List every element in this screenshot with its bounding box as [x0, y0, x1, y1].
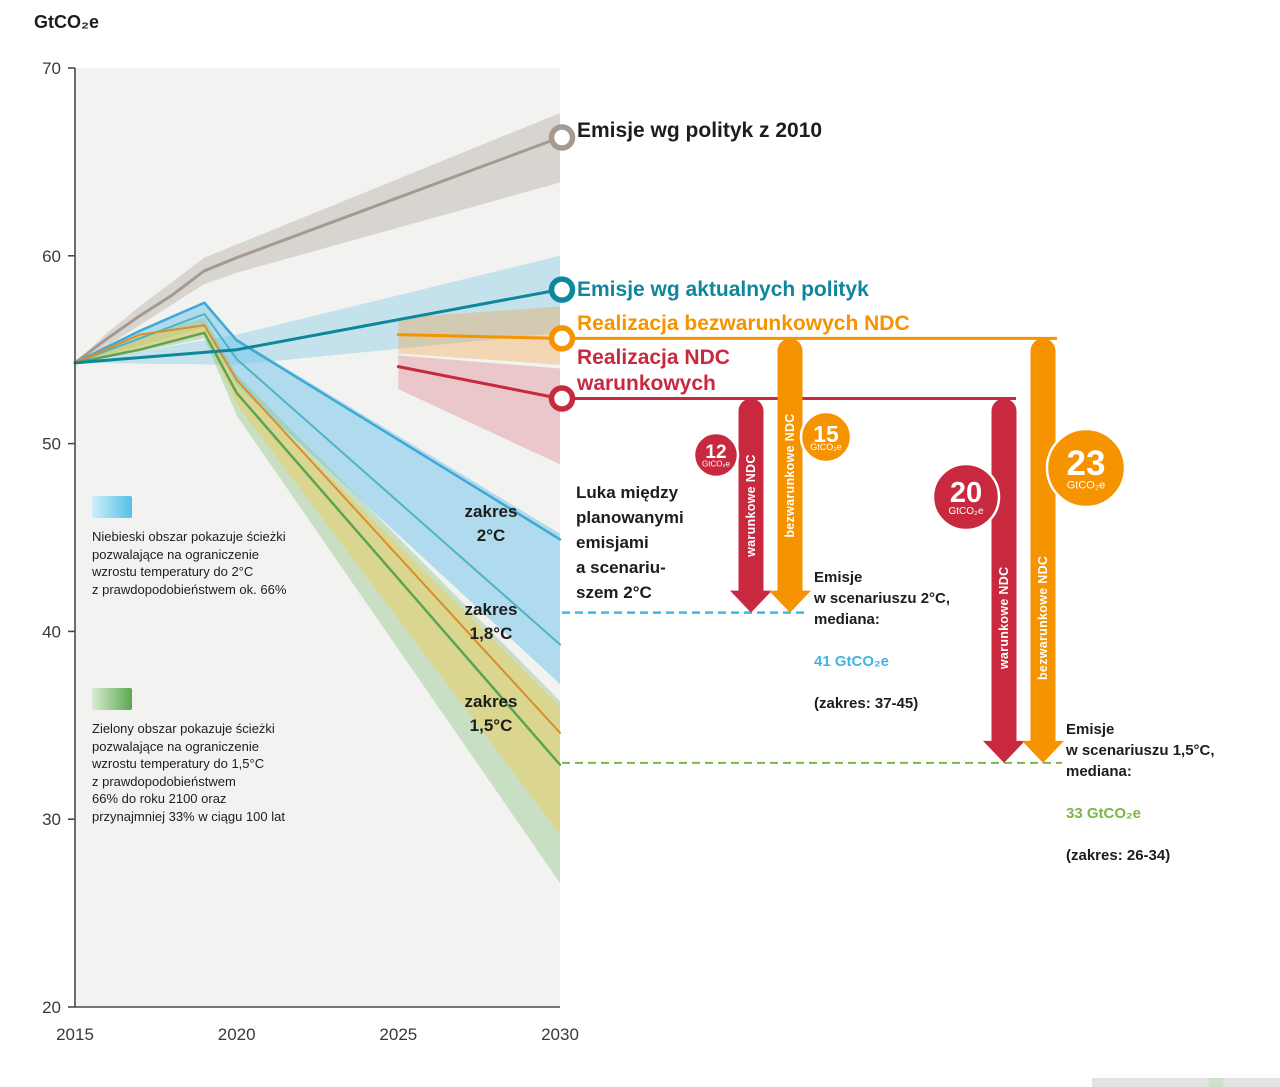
- gap-23: [1045, 427, 1127, 509]
- gap-12-unit: GtCO₂e: [702, 459, 731, 468]
- line-1-5c: [73, 331, 562, 766]
- arrow-warunkowe-ndc-1-5c-label: warunkowe NDC: [997, 567, 1011, 671]
- y-tick-label: 40: [42, 622, 61, 641]
- x-tick-label: 2020: [218, 1025, 256, 1044]
- warunkowe-ndc-line: [396, 365, 562, 401]
- arrow-bezwarunkowe-ndc-2c: [769, 338, 811, 613]
- gap-23-value: 23: [1067, 444, 1106, 483]
- policies-2010-line: [73, 135, 562, 365]
- gap-12-value: 12: [705, 442, 726, 463]
- gap-12: [692, 431, 740, 479]
- gap-23-unit: GtCO₂e: [1067, 479, 1106, 491]
- marker-policies-2010: [548, 124, 576, 151]
- y-tick-label: 60: [42, 247, 61, 266]
- x-tick-label: 2030: [541, 1025, 579, 1044]
- x-tick-label: 2015: [56, 1025, 94, 1044]
- legend-swatch-green: [92, 688, 132, 710]
- bezwarunkowe-ndc-line: [396, 333, 562, 340]
- legend-swatch-blue: [92, 496, 132, 518]
- gap-20-value: 20: [950, 477, 982, 509]
- marker-current-policies: [548, 276, 576, 303]
- arrow-bezwarunkowe-ndc-2c-label: bezwarunkowe NDC: [783, 413, 797, 537]
- arrow-bezwarunkowe-ndc-1-5c: [1022, 338, 1064, 763]
- line-2c: [73, 301, 562, 541]
- arrow-warunkowe-ndc-2c: [730, 398, 772, 613]
- marker-warunkowe: [548, 385, 576, 412]
- gap-15-unit: GtCO₂e: [810, 442, 842, 452]
- marker-bezwarunkowe: [548, 325, 576, 352]
- warunkowe-ndc-band: [398, 355, 560, 465]
- current-policies-band: [75, 255, 560, 365]
- gap-15-value: 15: [813, 421, 839, 447]
- y-tick-label: 50: [42, 435, 61, 454]
- arrow-warunkowe-ndc-2c-label: warunkowe NDC: [744, 454, 758, 558]
- gap-20-unit: GtCO₂e: [949, 506, 984, 517]
- current-policies-line: [73, 288, 562, 365]
- x-tick-label: 2025: [379, 1025, 417, 1044]
- cropped-footer-strip: [1092, 1078, 1280, 1087]
- line-1-5c-upper: [74, 324, 561, 734]
- line-1-8c: [74, 313, 561, 646]
- gap-20: [931, 462, 1001, 532]
- gap-15: [799, 410, 853, 464]
- policies-2010-band: [75, 113, 560, 363]
- arrow-bezwarunkowe-ndc-1-5c-label: bezwarunkowe NDC: [1036, 556, 1050, 680]
- y-tick-label: 70: [42, 59, 61, 78]
- y-tick-label: 30: [42, 810, 61, 829]
- y-tick-label: 20: [42, 998, 61, 1017]
